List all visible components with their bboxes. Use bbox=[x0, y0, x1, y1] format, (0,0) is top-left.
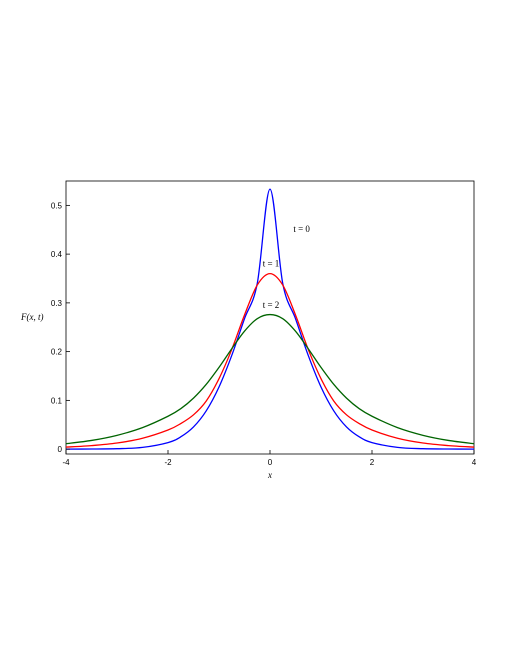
y-axis-title: F(x, t) bbox=[20, 312, 44, 322]
curve-label-t0: t = 0 bbox=[293, 224, 310, 234]
x-tick-label: -4 bbox=[62, 458, 70, 467]
series-line-t1 bbox=[65, 272, 475, 448]
y-tick-label: 0.5 bbox=[51, 201, 63, 210]
x-axis-ticks: -4 -2 0 2 4 bbox=[62, 450, 477, 467]
y-axis-ticks: 0 0.1 0.2 0.3 0.4 0.5 bbox=[51, 201, 70, 454]
series-line-t2 bbox=[65, 313, 475, 445]
plot-frame bbox=[65, 180, 475, 455]
series-line-t0 bbox=[65, 188, 475, 450]
x-tick-label: 4 bbox=[472, 458, 477, 467]
curve-label-t1: t = 1 bbox=[263, 258, 280, 268]
x-tick-label: 2 bbox=[370, 458, 375, 467]
x-axis-title: x bbox=[267, 470, 272, 480]
y-tick-label: 0.3 bbox=[51, 299, 63, 308]
y-tick-label: 0.4 bbox=[51, 250, 63, 259]
x-tick-label: 0 bbox=[268, 458, 273, 467]
curve-label-t2: t = 2 bbox=[263, 300, 280, 310]
curves bbox=[65, 188, 475, 450]
y-tick-label: 0 bbox=[58, 445, 63, 454]
x-tick-label: -2 bbox=[164, 458, 172, 467]
curve-annotations: t = 0 t = 1 t = 2 bbox=[263, 224, 311, 310]
y-tick-label: 0.2 bbox=[51, 348, 63, 357]
y-tick-label: 0.1 bbox=[51, 396, 63, 405]
